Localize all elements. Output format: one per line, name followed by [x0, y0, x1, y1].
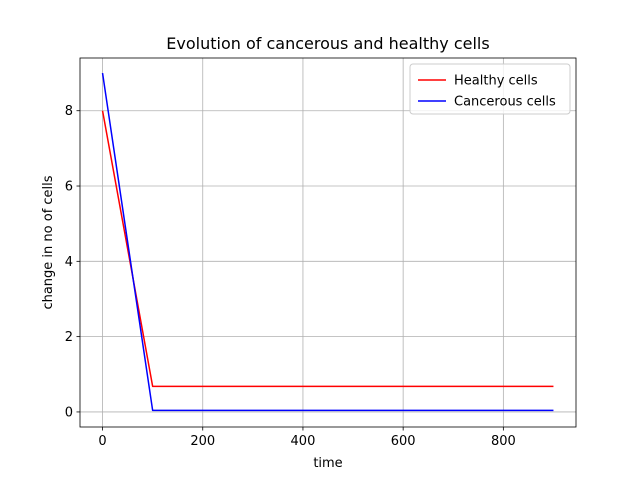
legend: Healthy cells Cancerous cells — [409, 63, 571, 115]
y-tick-label: 6 — [65, 180, 73, 195]
x-tick-label: 400 — [291, 434, 316, 449]
y-tick-label: 0 — [65, 405, 73, 420]
series-line-cancerous-cells — [101, 72, 554, 412]
plot-lines — [101, 72, 554, 412]
series-line-healthy-cells — [101, 110, 554, 388]
y-tick-label: 4 — [65, 255, 73, 270]
y-axis-label: change in no of cells — [41, 175, 56, 309]
axes-frame — [79, 57, 577, 428]
y-tick-label: 2 — [65, 330, 73, 345]
x-tick-label: 600 — [391, 434, 416, 449]
legend-label-healthy-cells: Healthy cells — [454, 74, 538, 89]
x-axis-label: time — [313, 456, 342, 471]
x-tick-label: 800 — [491, 434, 516, 449]
x-tick-label: 200 — [190, 434, 215, 449]
y-tick-label: 8 — [65, 104, 73, 119]
ticks: 0 200 400 600 800 0 2 4 6 8 — [65, 104, 516, 449]
legend-label-cancerous-cells: Cancerous cells — [454, 95, 556, 110]
legend-box — [409, 63, 571, 115]
chart-title: Evolution of cancerous and healthy cells — [166, 34, 489, 53]
x-tick-label: 0 — [98, 434, 106, 449]
